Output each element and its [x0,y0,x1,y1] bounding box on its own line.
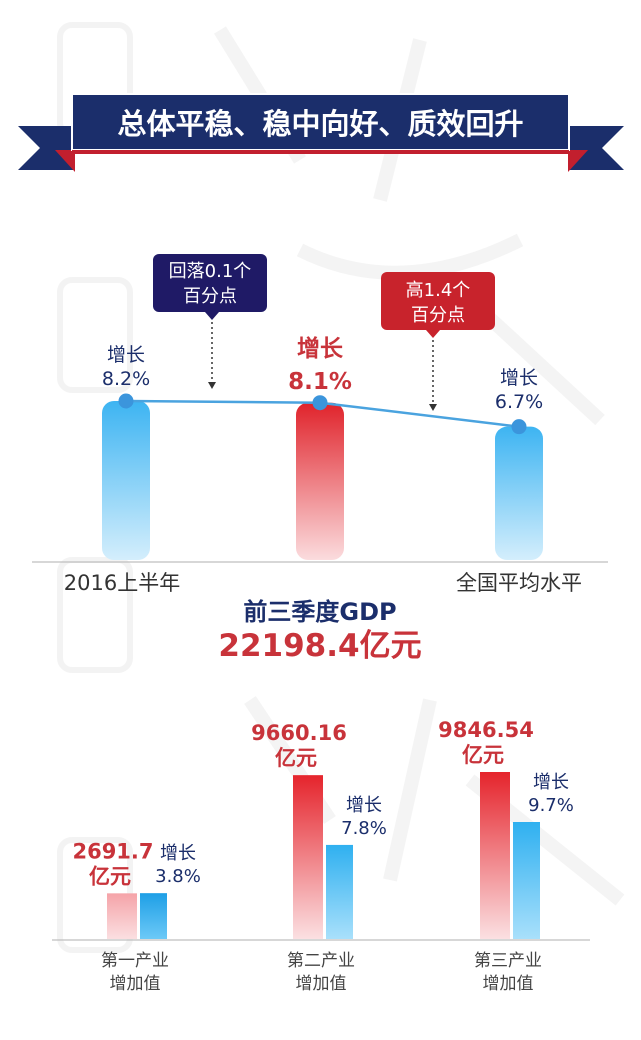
bottom-chart: 2691.7亿元增长3.8%第一产业增加值9660.16亿元增长7.8%第二产业… [52,718,590,994]
amount-bar-2 [293,775,323,939]
banner-underline [72,150,569,154]
callout-left-box [153,254,267,312]
title-banner: 总体平稳、稳中向好、质效回升 [18,93,624,172]
banner-box [71,93,570,151]
top-chart: 回落0.1个 百分点 高1.4个 百分点 增长8.2%增长8.1% 增长6.7%2… [32,254,608,664]
top-category-3: 全国平均水平 [456,571,582,595]
top-bar-3 [495,426,543,560]
top-label-3-value: 6.7% [495,391,543,413]
trend-point-2 [312,395,328,411]
amount-unit-3: 亿元 [462,743,504,767]
trend-point-3 [511,419,527,435]
callout-right: 高1.4个 百分点 [381,272,495,411]
growth-value-3: 9.7% [528,795,574,816]
top-bar-1 [102,401,150,560]
banner-title: 总体平稳、稳中向好、质效回升 [117,107,523,141]
amount-label-2: 9660.16 [251,721,347,745]
amount-bar-3 [480,772,510,939]
banner-fold-left [55,150,75,172]
callout-left-line2: 百分点 [183,286,237,307]
amount-bar-1 [107,893,137,939]
callout-right-line1: 高1.4个 [406,280,471,301]
top-label-3-title: 增长 [500,367,538,389]
banner-ribbon-right [568,126,624,170]
banner-ribbon-left [18,126,75,170]
callout-left-line1: 回落0.1个 [169,261,252,282]
center-value: 22198.4亿元 [218,628,421,664]
top-label-2-value: 8.1% [288,369,352,395]
bottom-category-2-line1: 第二产业 [287,951,355,971]
callout-right-pointer [426,330,440,338]
callout-left-pointer [205,312,219,320]
growth-title-1: 增长 [160,843,196,864]
top-category-1: 2016上半年 [64,571,180,595]
amount-unit-1: 亿元 [89,864,131,888]
growth-bar-2 [326,844,353,939]
bottom-category-2-line2: 增加值 [296,974,347,994]
top-label-1-value: 8.2% [102,368,150,390]
growth-title-3: 增长 [533,772,569,793]
callout-left-arrowhead [208,382,216,389]
trend-point-1 [118,393,134,409]
callout-right-arrowhead [429,404,437,411]
bottom-category-3-line2: 增加值 [483,974,534,994]
center-title: 前三季度GDP [243,598,396,626]
bottom-category-1-line2: 增加值 [110,974,161,994]
growth-title-2: 增长 [346,795,382,816]
top-label-1-title: 增长 [107,344,145,366]
bottom-category-3-line1: 第三产业 [474,951,542,971]
growth-bar-3 [513,822,540,939]
callout-left: 回落0.1个 百分点 [153,254,267,389]
growth-value-1: 3.8% [155,866,201,887]
callout-right-box [381,272,495,330]
amount-label-3: 9846.54 [438,718,534,742]
top-bar-2 [296,402,344,560]
amount-unit-2: 亿元 [275,746,317,770]
callout-right-line2: 百分点 [411,305,465,326]
growth-bar-1 [140,893,167,939]
growth-value-2: 7.8% [341,818,387,839]
banner-fold-right [568,150,588,172]
top-label-2-title: 增长 [297,335,344,362]
bottom-category-1-line1: 第一产业 [101,951,169,971]
amount-label-1: 2691.7 [72,839,153,863]
